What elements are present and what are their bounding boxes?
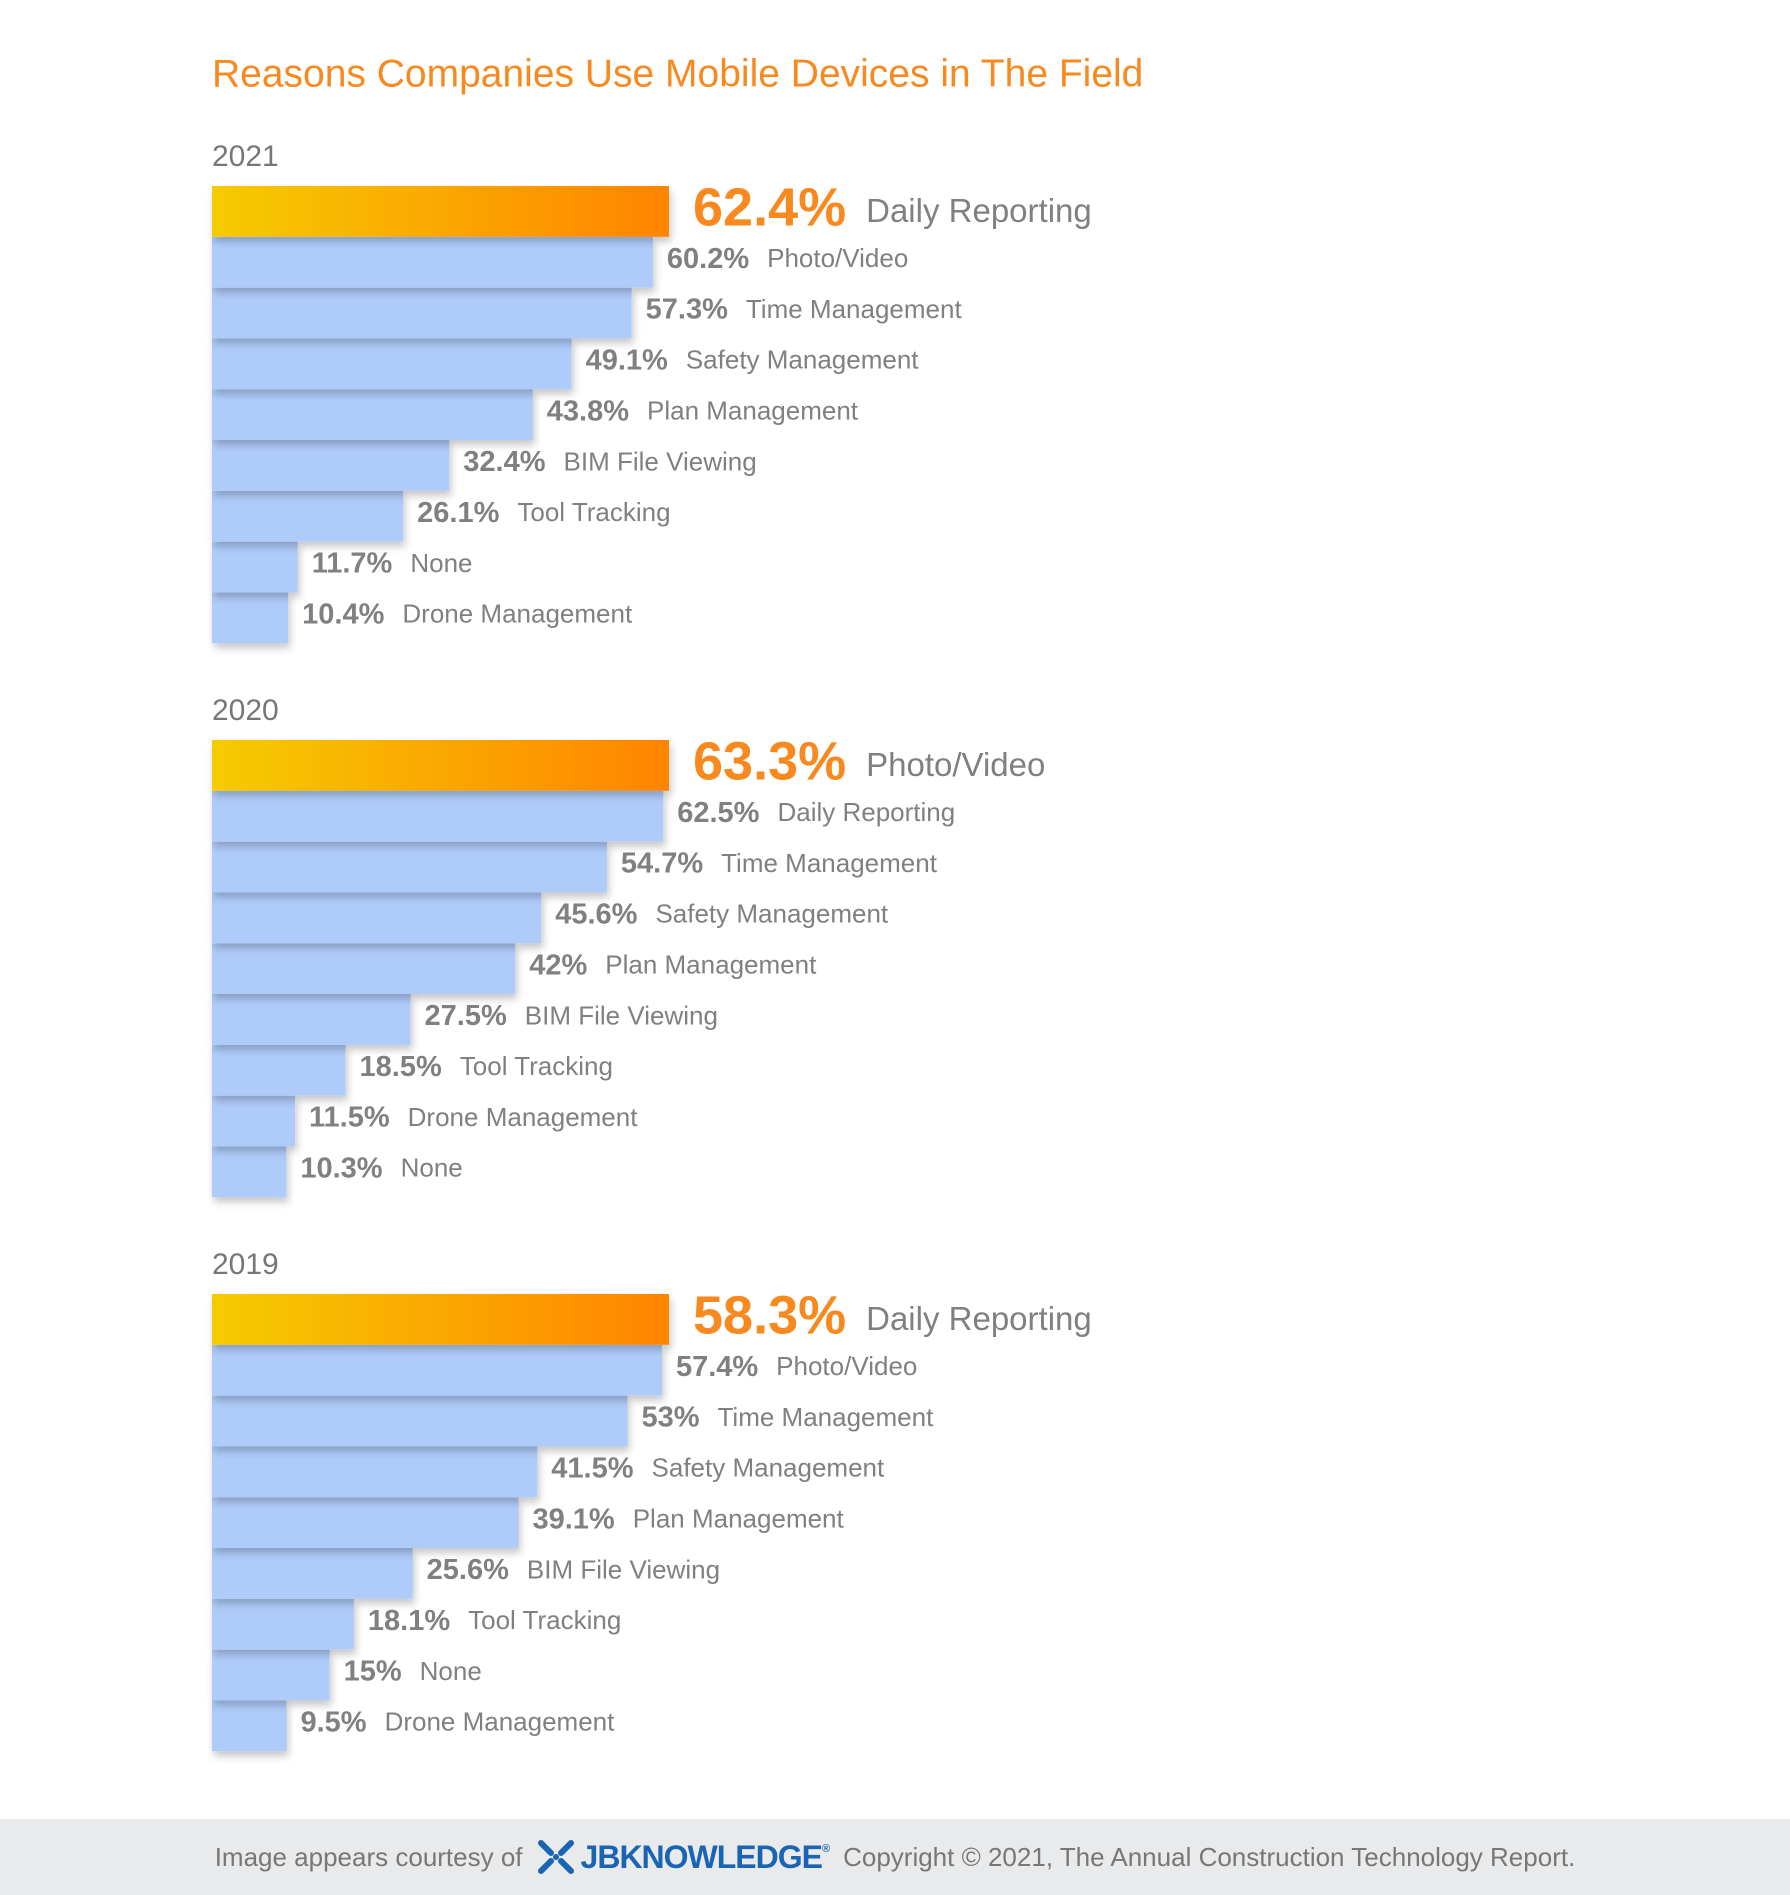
value-label: 49.1%: [586, 344, 668, 376]
value-label: 57.3%: [646, 294, 728, 326]
bar: [212, 338, 572, 390]
category-label: Daily Reporting: [866, 192, 1092, 229]
category-label: Daily Reporting: [866, 1300, 1092, 1337]
bar: [212, 1446, 538, 1498]
year-label: 2021: [212, 140, 279, 173]
category-label: Plan Management: [633, 1503, 845, 1533]
logo-icon: [537, 1840, 574, 1874]
value-label: 26.1%: [417, 497, 499, 529]
bar: [212, 490, 404, 542]
value-label: 58.3%: [693, 1286, 846, 1346]
category-label: Daily Reporting: [777, 797, 955, 827]
value-label: 53%: [641, 1402, 699, 1434]
value-label: 27.5%: [425, 1000, 507, 1032]
value-label: 18.1%: [368, 1605, 450, 1637]
category-label: Tool Tracking: [517, 497, 670, 527]
bar: [212, 186, 669, 237]
category-label: Photo/Video: [776, 1351, 917, 1381]
category-label: Plan Management: [647, 395, 859, 425]
category-label: Drone Management: [402, 599, 633, 629]
value-label: 62.5%: [677, 797, 759, 829]
value-label: 9.5%: [300, 1706, 366, 1738]
bar: [212, 943, 516, 994]
value-label: 43.8%: [547, 395, 629, 427]
value-label: 60.2%: [667, 243, 749, 275]
bar: [212, 440, 450, 491]
category-label: Plan Management: [605, 949, 817, 979]
category-label: None: [401, 1153, 463, 1183]
bar: [212, 1598, 354, 1650]
category-label: None: [420, 1656, 482, 1686]
category-label: Photo/Video: [866, 746, 1045, 783]
category-label: Drone Management: [385, 1707, 616, 1737]
value-label: 11.5%: [309, 1102, 390, 1134]
bar: [212, 236, 653, 288]
bar: [212, 1344, 662, 1396]
value-label: 54.7%: [621, 848, 703, 880]
value-label: 25.6%: [427, 1554, 509, 1586]
category-label: Drone Management: [408, 1102, 639, 1132]
bar: [212, 1497, 519, 1548]
bar: [212, 1294, 669, 1345]
category-label: Time Management: [746, 294, 963, 324]
value-label: 42%: [529, 949, 587, 981]
bar: [212, 541, 298, 593]
bar: [212, 1548, 413, 1599]
category-label: BIM File Viewing: [527, 1554, 720, 1584]
bar: [212, 841, 607, 893]
year-label: 2019: [212, 1248, 279, 1281]
category-label: Time Management: [721, 848, 938, 878]
value-label: 18.5%: [360, 1051, 442, 1083]
category-label: Tool Tracking: [468, 1605, 621, 1635]
bar: [212, 790, 664, 842]
value-label: 62.4%: [693, 178, 846, 238]
value-label: 45.6%: [555, 898, 637, 930]
category-label: Safety Management: [652, 1453, 885, 1483]
value-label: 10.4%: [302, 598, 384, 630]
value-label: 41.5%: [551, 1452, 633, 1484]
bar: [212, 1700, 287, 1752]
bar: [212, 994, 411, 1045]
value-label: 63.3%: [693, 732, 846, 792]
category-label: Safety Management: [655, 899, 888, 929]
value-label: 39.1%: [532, 1503, 614, 1535]
bar: [212, 1095, 296, 1147]
footer-prefix: Image appears courtesy of: [214, 1841, 523, 1872]
bar: [212, 740, 669, 791]
bar: [212, 1649, 330, 1701]
value-label: 11.7%: [312, 548, 393, 580]
chart-title: Reasons Companies Use Mobile Devices in …: [212, 52, 1143, 95]
category-label: None: [410, 548, 472, 578]
year-label: 2020: [212, 694, 279, 727]
category-label: BIM File Viewing: [525, 1000, 718, 1030]
value-label: 32.4%: [463, 446, 545, 478]
logo: JBKNOWLEDGE ®: [537, 1839, 830, 1876]
bar: [212, 389, 533, 440]
bar: [212, 287, 632, 339]
category-label: Safety Management: [686, 345, 919, 375]
category-label: Tool Tracking: [460, 1051, 613, 1081]
category-label: Photo/Video: [767, 243, 908, 273]
value-label: 57.4%: [676, 1351, 758, 1383]
chart: Reasons Companies Use Mobile Devices in …: [212, 52, 1143, 1752]
category-label: Time Management: [718, 1402, 935, 1432]
bar: [212, 592, 289, 644]
footer: Image appears courtesy of JBKNOWLEDGE ® …: [0, 1819, 1790, 1895]
logo-mark: ®: [821, 1842, 830, 1855]
value-label: 15%: [344, 1656, 402, 1688]
category-label: BIM File Viewing: [564, 446, 757, 476]
bar: [212, 1146, 287, 1198]
footer-copyright: Copyright © 2021, The Annual Constructio…: [843, 1841, 1576, 1872]
bar: [212, 1395, 628, 1447]
bar: [212, 892, 542, 944]
value-label: 10.3%: [300, 1152, 382, 1184]
bar: [212, 1044, 346, 1096]
logo-text: JBKNOWLEDGE: [580, 1838, 823, 1875]
